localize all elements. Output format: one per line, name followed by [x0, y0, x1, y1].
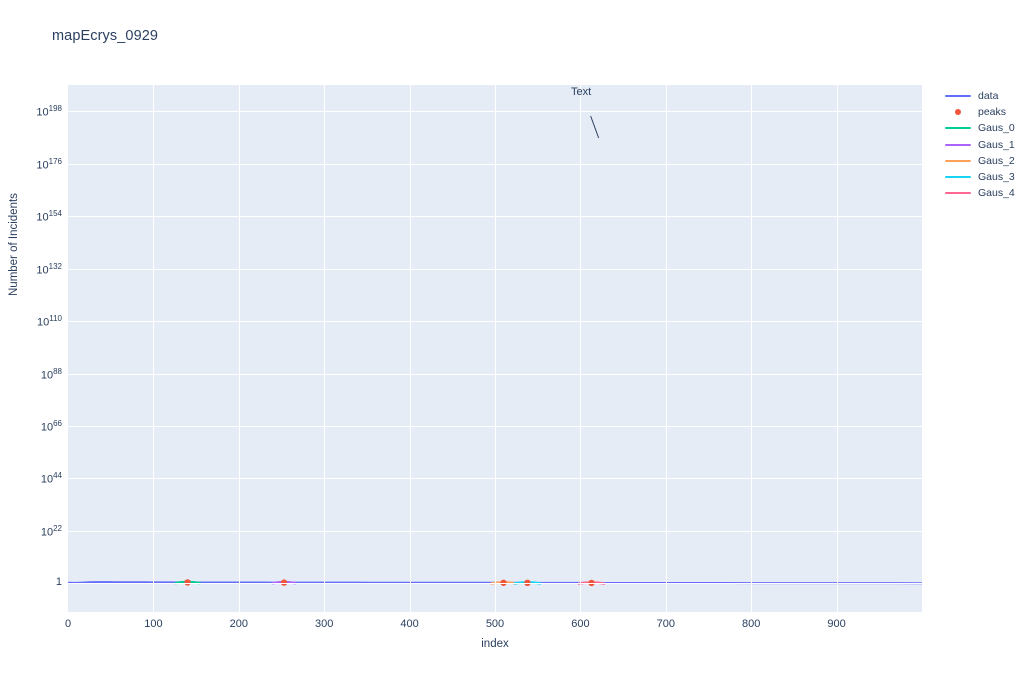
legend-item-label: Gaus_1 — [978, 138, 1015, 151]
legend-swatch-shape — [945, 176, 971, 179]
legend-line-icon — [944, 120, 972, 136]
legend-line-icon — [944, 88, 972, 104]
legend-swatch-shape — [945, 127, 971, 130]
y-axis-title: Number of Incidents — [8, 193, 20, 296]
y-tick-label: 10110 — [36, 314, 62, 329]
trace-line-data — [68, 581, 922, 585]
y-tick-label: 1044 — [40, 471, 62, 487]
annotation-arrow-line — [590, 115, 600, 139]
peak-marker — [184, 579, 191, 586]
page-title: mapEcrys_0929 — [52, 28, 159, 44]
y-tick-label: 1 — [55, 576, 62, 589]
y-tick-label: 10198 — [36, 104, 62, 119]
annotation-arrow — [590, 115, 600, 139]
legend-item-label: Gaus_3 — [978, 171, 1015, 184]
legend-item-label: Gaus_0 — [978, 122, 1015, 135]
legend-item-peaks[interactable]: peaks — [944, 104, 1024, 120]
x-axis-title: index — [481, 638, 509, 650]
gridline-vertical — [580, 85, 581, 612]
legend-line-icon — [944, 185, 972, 201]
legend-item-gaus_1[interactable]: Gaus_1 — [944, 137, 1024, 153]
legend-line-icon — [944, 169, 972, 185]
legend-swatch-shape — [945, 95, 971, 98]
legend-marker-icon — [944, 104, 972, 120]
gridline-vertical — [495, 85, 496, 612]
peak-marker — [524, 579, 531, 587]
legend-item-gaus_3[interactable]: Gaus_3 — [944, 169, 1024, 185]
y-tick-label: 1088 — [40, 366, 62, 382]
legend-item-label: Gaus_2 — [978, 154, 1015, 167]
annotation-label: Text — [571, 86, 592, 98]
x-tick-label: 700 — [656, 618, 675, 630]
legend-item-gaus_2[interactable]: Gaus_2 — [944, 153, 1024, 169]
legend-item-gaus_4[interactable]: Gaus_4 — [944, 185, 1024, 201]
legend-swatch-shape — [945, 192, 971, 195]
y-tick-label: 10176 — [36, 156, 62, 172]
x-tick-label: 100 — [144, 618, 163, 630]
legend-swatch-shape — [945, 143, 971, 146]
legend-item-label: peaks — [978, 106, 1007, 119]
gridline-vertical — [666, 85, 667, 612]
gridline-vertical — [410, 85, 411, 612]
peak-marker — [500, 579, 507, 586]
legend[interactable]: data peaks Gaus_0 Gaus_1 Gaus_2 Gaus_3 Gaus_4 — [944, 88, 1024, 201]
gridline-vertical — [153, 85, 154, 612]
legend-line-icon — [944, 153, 972, 169]
x-tick-label: 0 — [64, 618, 72, 630]
legend-line-icon — [944, 137, 972, 153]
gridline-vertical — [239, 85, 240, 612]
y-tick-label: 1066 — [40, 419, 62, 434]
legend-item-label: Gaus_4 — [978, 187, 1015, 200]
x-tick-label: 600 — [571, 618, 590, 630]
x-tick-label: 500 — [485, 618, 505, 630]
x-tick-label: 800 — [742, 618, 761, 630]
x-tick-label: 300 — [315, 618, 334, 630]
y-tick-label: 10132 — [36, 261, 62, 277]
x-tick-label: 200 — [229, 618, 248, 630]
x-tick-label: 400 — [400, 618, 419, 630]
y-tick-label: 1022 — [40, 523, 62, 539]
peak-marker — [280, 579, 288, 586]
gridline-vertical — [751, 85, 752, 612]
x-tick-label: 900 — [827, 618, 846, 630]
legend-item-label: data — [978, 90, 999, 103]
legend-item-data[interactable]: data — [944, 88, 1024, 104]
legend-item-gaus_0[interactable]: Gaus_0 — [944, 120, 1024, 136]
peak-marker — [588, 579, 595, 587]
legend-swatch-shape — [945, 159, 971, 162]
gridline-vertical — [837, 85, 838, 612]
gridline-vertical — [324, 85, 325, 612]
legend-swatch-shape — [955, 109, 961, 116]
y-tick-label: 10154 — [36, 209, 62, 224]
plot-area — [68, 85, 922, 612]
